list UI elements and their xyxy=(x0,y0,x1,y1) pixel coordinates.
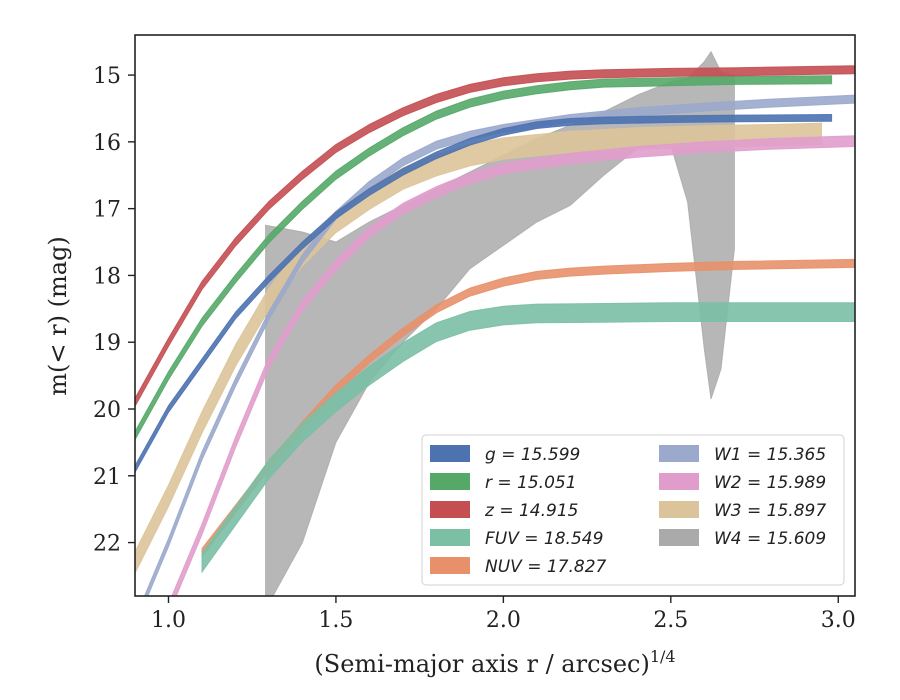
y-tick-label: 22 xyxy=(93,532,121,557)
legend-swatch-z xyxy=(430,501,470,518)
x-tick-label: 2.5 xyxy=(653,608,688,633)
legend-label-r: r = 15.051 xyxy=(485,473,577,493)
series-layer xyxy=(135,50,855,596)
legend-label-w2: W2 = 15.989 xyxy=(714,473,826,493)
legend-swatch-fuv xyxy=(430,529,470,546)
legend-label-w4: W4 = 15.609 xyxy=(714,529,826,549)
legend-label-w3: W3 = 15.897 xyxy=(714,501,826,521)
y-tick-label: 17 xyxy=(93,198,121,223)
series-g-band xyxy=(135,113,833,474)
series-z-band xyxy=(135,65,855,408)
series-nuv-band xyxy=(201,258,855,559)
x-ticks: 1.0 1.5 2.0 2.5 3.0 xyxy=(151,596,856,633)
x-tick-label: 1.5 xyxy=(318,608,353,633)
y-tick-label: 18 xyxy=(93,264,121,289)
legend-swatch-w2 xyxy=(659,473,699,490)
legend-swatch-r xyxy=(430,473,470,490)
y-tick-label: 21 xyxy=(93,465,121,490)
x-axis-label: (Semi-major axis r / arcsec)1/4 xyxy=(314,647,675,678)
legend-label-nuv: NUV = 17.827 xyxy=(485,557,607,577)
x-tick-label: 2.0 xyxy=(486,608,521,633)
series-w2-band xyxy=(171,135,855,596)
legend-label-z: z = 14.915 xyxy=(484,501,578,521)
legend-swatch-w3 xyxy=(659,501,699,518)
y-tick-label: 20 xyxy=(93,398,121,423)
legend-box xyxy=(421,434,845,586)
legend-label-g: g = 15.599 xyxy=(485,445,580,465)
legend-swatch-nuv xyxy=(430,557,470,574)
legend-swatch-w4 xyxy=(659,529,699,546)
legend-swatch-w1 xyxy=(659,445,699,462)
series-r-band xyxy=(135,75,833,441)
legend: g = 15.599 r = 15.051 z = 14.915 FUV = 18.5… xyxy=(421,434,845,586)
y-ticks: 15 16 17 18 19 20 21 22 xyxy=(93,64,135,557)
x-tick-label: 1.0 xyxy=(151,608,186,633)
y-tick-label: 15 xyxy=(93,64,121,89)
legend-label-w1: W1 = 15.365 xyxy=(714,445,826,465)
legend-swatch-g xyxy=(430,445,470,462)
y-axis-label: m(< r) (mag) xyxy=(44,236,72,395)
x-tick-label: 3.0 xyxy=(821,608,856,633)
series-fuv-band xyxy=(201,302,855,574)
plot-frame xyxy=(134,34,856,597)
legend-label-fuv: FUV = 18.549 xyxy=(485,529,603,549)
y-tick-label: 16 xyxy=(93,131,121,156)
y-tick-label: 19 xyxy=(93,331,121,356)
